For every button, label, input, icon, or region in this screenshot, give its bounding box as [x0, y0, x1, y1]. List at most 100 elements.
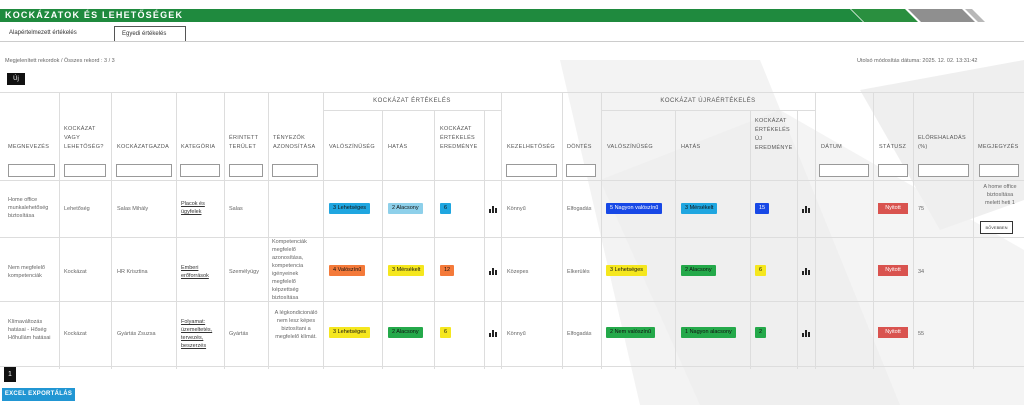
- col-header-area[interactable]: ÉRINTETT TERÜLET: [229, 135, 259, 150]
- col-header-impact[interactable]: HATÁS: [388, 144, 408, 150]
- col-divider: [111, 92, 112, 369]
- cell-area: Személyügy: [229, 269, 259, 275]
- header-bottom-border: [0, 180, 1024, 181]
- table-bottom-border: [0, 366, 1024, 367]
- filter-factors-input[interactable]: [272, 164, 318, 177]
- cell-name: Home office munkalehetőség biztosítása: [8, 197, 49, 219]
- new-button[interactable]: Új: [7, 73, 25, 85]
- badge-probability: 3 Lehetséges: [329, 203, 371, 214]
- bar-chart-icon[interactable]: [489, 268, 497, 275]
- badge-impact: 3 Mérsékelt: [388, 265, 425, 276]
- filter-owner-input[interactable]: [116, 164, 172, 177]
- cell-category-link[interactable]: Emberi erőforrások: [181, 265, 209, 279]
- filter-type-input[interactable]: [64, 164, 106, 177]
- badge-new-impact: 2 Alacsony: [681, 265, 716, 276]
- col-header-type[interactable]: KOCKÁZAT VAGY LEHETŐSÉG?: [64, 126, 104, 150]
- cell-name: Klímaváltozás hatásai - Hőség Hőhullám h…: [8, 319, 51, 341]
- col-divider: [601, 92, 602, 369]
- row-divider: [0, 301, 1024, 302]
- tab-default-assessment[interactable]: Alapértelmezett értékelés: [9, 30, 77, 36]
- bar-chart-icon[interactable]: [489, 330, 497, 337]
- col-header-new-impact[interactable]: HATÁS: [681, 144, 701, 150]
- col-header-date[interactable]: DÁTUM: [821, 144, 843, 150]
- badge-result: 6: [440, 203, 452, 214]
- col-header-result[interactable]: KOCKÁZAT ÉRTÉKELÉS EREDMÉNYE: [440, 126, 478, 150]
- cell-handling: Közepes: [507, 269, 529, 275]
- col-divider: [750, 110, 751, 369]
- cell-decision: Elfogadás: [567, 331, 592, 337]
- cell-type: Kockázat: [64, 269, 87, 275]
- col-divider: [797, 110, 798, 369]
- col-divider: [176, 92, 177, 369]
- col-header-category[interactable]: KATEGÓRIA: [181, 144, 216, 150]
- cell-note: A home office biztosítása melett heti 1: [983, 184, 1017, 206]
- bar-chart-icon[interactable]: [802, 206, 810, 213]
- badge-result: 6: [440, 327, 452, 338]
- filter-category-input[interactable]: [180, 164, 220, 177]
- col-divider: [323, 92, 324, 369]
- cell-category-link[interactable]: Placok és ügyfelek: [181, 201, 205, 215]
- filter-date-input[interactable]: [819, 164, 869, 177]
- cell-name: Nem megfelelő kompetenciák: [8, 265, 45, 279]
- col-header-progress[interactable]: ELŐREHALADÁS (%): [918, 135, 966, 150]
- col-header-factors[interactable]: TÉNYEZŐK AZONOSÍTÁSA: [273, 135, 316, 150]
- cell-decision: Elkerülés: [567, 269, 590, 275]
- col-header-note[interactable]: MEGJEGYZÉS: [978, 144, 1019, 150]
- badge-new-impact: 1 Nagyon alacsony: [681, 327, 736, 338]
- cell-owner: Salas Mihály: [117, 206, 149, 212]
- status-badge: Nyitott: [878, 265, 908, 276]
- cell-area: Salas: [229, 206, 243, 212]
- group-divider: [323, 110, 501, 111]
- cell-category-link[interactable]: Folyamat: üzemeltetés, tervezés, beszerz…: [181, 319, 213, 349]
- col-header-decision[interactable]: DÖNTÉS: [567, 144, 592, 150]
- more-button[interactable]: BŐVEBBEN: [980, 221, 1013, 234]
- col-header-handling[interactable]: KEZELHETŐSÉG: [507, 144, 555, 150]
- col-header-probability[interactable]: VALÓSZÍNŰSÉG: [329, 144, 375, 150]
- badge-new-result: 2: [755, 327, 767, 338]
- cell-factors: A légkondicionáló nem lesz képes biztosí…: [274, 310, 318, 340]
- filter-area-input[interactable]: [229, 164, 263, 177]
- cell-progress: 75: [918, 206, 925, 212]
- col-header-new-probability[interactable]: VALÓSZÍNŰSÉG: [607, 144, 653, 150]
- filter-progress-input[interactable]: [918, 164, 969, 177]
- cell-type: Kockázat: [64, 331, 87, 337]
- filter-handling-input[interactable]: [506, 164, 557, 177]
- filter-note-input[interactable]: [979, 164, 1019, 177]
- page-title: KOCKÁZATOK ÉS LEHETŐSÉGEK: [5, 10, 184, 20]
- group-header-reassessment: KOCKÁZAT ÚJRAÉRTÉKELÉS: [660, 98, 756, 104]
- tab-divider: [0, 41, 1024, 42]
- badge-impact: 2 Alacsony: [388, 203, 423, 214]
- filter-name-input[interactable]: [8, 164, 55, 177]
- col-divider: [675, 110, 676, 369]
- bar-chart-icon[interactable]: [802, 330, 810, 337]
- col-divider: [815, 92, 816, 369]
- badge-new-result: 15: [755, 203, 770, 214]
- cell-handling: Könnyű: [507, 206, 526, 212]
- col-header-new-result[interactable]: KOCKÁZAT ÉRTÉKELÉS ÚJ EREDMÉNYE: [755, 118, 793, 151]
- table-top-border: [0, 92, 1024, 93]
- col-header-status[interactable]: STÁTUSZ: [879, 144, 907, 150]
- cell-area: Gyártás: [229, 331, 249, 337]
- records-info: Megjelenített rekordok / Összes rekord :…: [5, 58, 115, 64]
- col-header-name[interactable]: MEGNEVEZÉS: [8, 144, 50, 150]
- title-bar: [0, 9, 985, 22]
- cell-handling: Könnyű: [507, 331, 526, 337]
- badge-new-probability: 3 Lehetséges: [606, 265, 648, 276]
- excel-export-button[interactable]: EXCEL EXPORTÁLÁS: [2, 388, 75, 401]
- tab-custom-assessment[interactable]: Egyedi értékelés: [114, 26, 186, 42]
- cell-factors: Kompetenciák megfelelő azonosítása, komp…: [272, 239, 307, 301]
- badge-impact: 2 Alacsony: [388, 327, 423, 338]
- badge-probability: 3 Lehetséges: [329, 327, 371, 338]
- filter-status-input[interactable]: [878, 164, 908, 177]
- badge-probability: 4 Valószínű: [329, 265, 366, 276]
- col-divider: [973, 92, 974, 369]
- pagination-page-1[interactable]: 1: [4, 367, 16, 382]
- cell-owner: Gyártás Zsuzsa: [117, 331, 156, 337]
- col-header-owner[interactable]: KOCKÁZATGAZDA: [117, 144, 170, 150]
- group-header-assessment: KOCKÁZAT ÉRTÉKELÉS: [373, 98, 451, 104]
- filter-decision-input[interactable]: [566, 164, 596, 177]
- status-badge: Nyitott: [878, 203, 908, 214]
- col-divider: [873, 92, 874, 369]
- bar-chart-icon[interactable]: [489, 206, 497, 213]
- bar-chart-icon[interactable]: [802, 268, 810, 275]
